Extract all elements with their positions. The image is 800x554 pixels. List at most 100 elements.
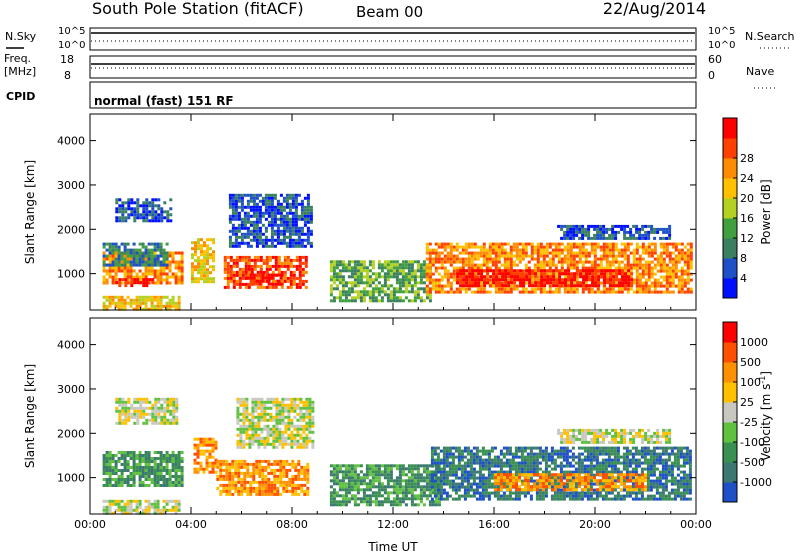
power-cell (581, 290, 585, 294)
power-cell (659, 245, 663, 249)
velocity-cell (278, 409, 282, 413)
power-cell (282, 241, 286, 245)
velocity-cell (115, 409, 119, 413)
power-cell (665, 281, 669, 285)
power-cell (247, 282, 251, 286)
velocity-cell (276, 477, 280, 481)
power-cell (626, 248, 630, 252)
power-cell (440, 275, 444, 279)
velocity-cell (308, 439, 312, 443)
velocity-cell (228, 489, 232, 493)
power-cell (683, 263, 687, 267)
power-cell (467, 263, 471, 267)
power-echo-region (223, 255, 308, 289)
power-cell (596, 224, 600, 228)
velocity-cell (290, 424, 294, 428)
power-cell (274, 258, 278, 262)
power-cell (596, 290, 600, 294)
power-cell (531, 284, 535, 288)
power-cell (292, 270, 296, 274)
power-cell (156, 301, 160, 305)
power-cell (141, 254, 145, 258)
velocity-cell (263, 445, 267, 449)
power-cell (668, 224, 672, 228)
power-cell (283, 270, 287, 274)
power-cell (644, 263, 648, 267)
power-cell (674, 269, 678, 273)
velocity-cell (130, 403, 134, 407)
power-cell (540, 272, 544, 276)
power-cell (209, 280, 212, 284)
power-cell (270, 238, 274, 242)
power-cell (273, 229, 277, 233)
power-cell (602, 227, 606, 231)
power-cell (259, 276, 263, 280)
velocity-cell (290, 436, 294, 440)
power-cell (480, 272, 484, 276)
velocity-cell (297, 477, 301, 481)
velocity-cell (162, 481, 166, 484)
velocity-cell (368, 500, 372, 504)
power-cell (569, 233, 573, 237)
power-cell (147, 266, 151, 270)
power-cell (105, 298, 109, 302)
velocity-cell (199, 452, 203, 456)
power-cell (129, 263, 133, 267)
power-cell (566, 224, 570, 228)
power-cell (575, 227, 579, 231)
power-cell (200, 265, 203, 269)
power-cell (289, 282, 293, 286)
velocity-cell (404, 491, 408, 495)
power-cell (653, 284, 657, 288)
velocity-cell (156, 475, 160, 478)
power-cell (443, 257, 447, 261)
power-cell (549, 269, 553, 273)
power-cell (527, 290, 531, 294)
velocity-cell (175, 406, 179, 410)
velocity-cell (263, 400, 267, 404)
power-cell (410, 260, 414, 264)
power-cell (356, 266, 360, 270)
power-cell (497, 251, 501, 255)
velocity-cell (303, 477, 307, 481)
power-cell (123, 248, 127, 252)
velocity-cell (252, 489, 256, 493)
velocity-cell (102, 484, 106, 487)
power-cell (335, 284, 339, 288)
velocity-cell (251, 415, 255, 419)
velocity-cell (242, 421, 246, 425)
power-cell (237, 205, 241, 209)
power-cell (474, 275, 478, 279)
power-cell (614, 266, 618, 270)
velocity-cell (332, 464, 336, 468)
power-cell (497, 275, 501, 279)
power-cell (244, 267, 248, 271)
power-cell (356, 290, 360, 294)
power-cell (486, 272, 490, 276)
power-cell (234, 205, 238, 209)
power-cell (569, 224, 573, 228)
power-cell (569, 260, 573, 264)
power-cell (662, 230, 666, 234)
power-cell (150, 266, 154, 270)
power-cell (377, 299, 381, 303)
power-cell (129, 248, 133, 252)
power-cell (477, 278, 481, 282)
velocity-cell (160, 421, 164, 425)
power-cell (133, 201, 137, 205)
power-cell (668, 272, 672, 276)
power-cell (419, 269, 423, 273)
velocity-cell (281, 412, 285, 416)
power-cell (404, 278, 408, 282)
power-cell (407, 269, 411, 273)
velocity-cell (160, 415, 164, 419)
power-cell (443, 284, 447, 288)
power-cell (386, 266, 390, 270)
power-cell (668, 251, 672, 255)
power-cell (489, 275, 493, 279)
velocity-cell (281, 430, 285, 434)
velocity-cell (308, 412, 312, 416)
power-cell (596, 245, 600, 249)
power-cell (638, 287, 642, 291)
nsky-panel (89, 27, 697, 51)
